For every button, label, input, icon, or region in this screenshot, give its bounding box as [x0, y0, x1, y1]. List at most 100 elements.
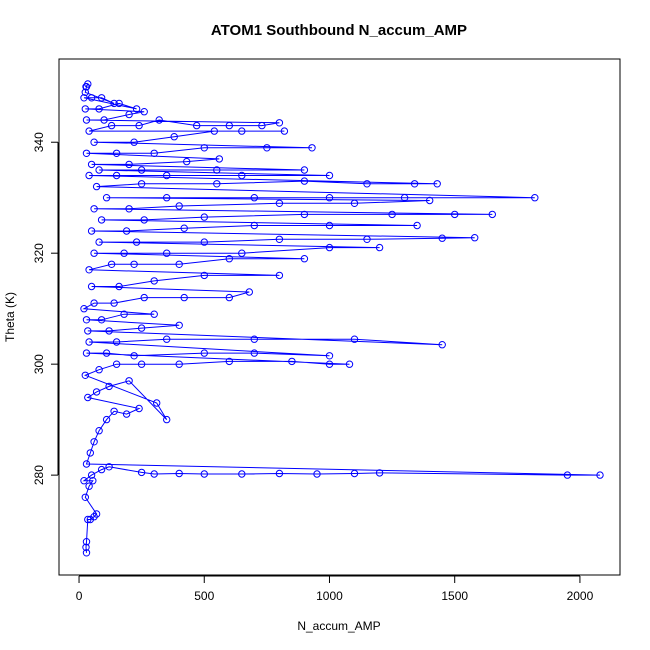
- y-tick-label: 320: [32, 243, 46, 263]
- data-point: [563, 471, 572, 479]
- data-point: [115, 99, 123, 108]
- data-point: [82, 83, 90, 91]
- data-point: [82, 549, 91, 557]
- data-point: [87, 94, 96, 102]
- data-point: [413, 221, 421, 230]
- data-point: [350, 469, 359, 478]
- data-point: [105, 463, 113, 471]
- data-point: [82, 149, 91, 158]
- data-point: [350, 335, 359, 343]
- data-point: [105, 327, 113, 335]
- data-point: [125, 160, 133, 169]
- data-point: [137, 324, 146, 332]
- data-point: [325, 243, 334, 252]
- data-point: [325, 352, 334, 360]
- data-point: [275, 271, 284, 280]
- data-point: [150, 470, 158, 478]
- data-point: [210, 127, 219, 135]
- data-point: [85, 338, 93, 346]
- data-point: [122, 410, 131, 418]
- data-point: [120, 310, 128, 318]
- data-point: [97, 316, 106, 324]
- data-point: [112, 171, 121, 180]
- data-point: [85, 127, 93, 135]
- data-point: [200, 349, 209, 357]
- data-point: [112, 338, 121, 346]
- data-point: [85, 171, 93, 180]
- data-point: [200, 271, 209, 280]
- data-point: [410, 180, 419, 188]
- data-point: [300, 210, 309, 219]
- data-point: [115, 282, 123, 291]
- data-point: [375, 469, 384, 477]
- y-tick-label: 340: [32, 132, 46, 152]
- data-point: [89, 477, 97, 485]
- data-point: [363, 180, 371, 188]
- data-point: [92, 510, 101, 518]
- data-point: [250, 221, 259, 230]
- series-layer: [80, 80, 604, 557]
- data-point: [85, 482, 93, 490]
- data-point: [325, 171, 334, 180]
- data-point: [200, 470, 209, 478]
- data-point: [95, 427, 103, 435]
- data-point: [87, 471, 96, 479]
- data-point: [100, 116, 108, 124]
- data-point: [130, 352, 138, 360]
- data-point: [153, 399, 161, 407]
- data-point: [438, 341, 446, 349]
- data-point: [112, 149, 121, 158]
- data-point: [130, 138, 138, 146]
- data-point: [87, 282, 96, 291]
- data-point: [193, 121, 201, 130]
- data-point: [163, 194, 171, 202]
- data-point: [102, 194, 111, 202]
- data-point: [81, 493, 90, 501]
- data-point: [82, 543, 90, 551]
- data-point: [313, 470, 321, 478]
- data-point: [102, 349, 111, 357]
- data-point: [225, 255, 234, 263]
- plot-frame: [58, 58, 621, 576]
- data-point: [80, 94, 88, 102]
- data-point: [81, 371, 90, 379]
- data-point: [137, 360, 146, 368]
- data-point: [81, 88, 90, 97]
- data-point: [275, 199, 284, 208]
- data-point: [150, 149, 158, 158]
- data-point: [82, 538, 91, 546]
- data-point: [245, 288, 254, 296]
- data-point: [90, 299, 98, 307]
- data-point: [238, 249, 246, 257]
- data-point: [531, 194, 539, 202]
- data-point: [135, 121, 143, 130]
- data-point: [97, 465, 106, 474]
- data-point: [596, 471, 604, 479]
- x-tick-label: 0: [76, 589, 83, 603]
- data-point: [137, 180, 146, 188]
- data-point: [97, 94, 106, 102]
- data-point: [225, 357, 234, 366]
- y-tick-label: 300: [32, 354, 46, 374]
- data-point: [163, 335, 171, 343]
- data-point: [275, 119, 284, 127]
- data-point: [375, 243, 384, 252]
- data-point: [180, 293, 188, 302]
- data-point: [125, 110, 133, 119]
- data-point: [163, 171, 171, 180]
- data-point: [200, 238, 209, 246]
- chart-title: ATOM1 Southbound N_accum_AMP: [211, 22, 467, 39]
- data-point: [150, 310, 158, 318]
- data-point: [308, 144, 316, 152]
- series-line: [82, 83, 601, 553]
- data-point: [105, 382, 113, 391]
- data-point: [82, 349, 91, 357]
- data-point: [275, 469, 284, 478]
- data-point: [175, 260, 183, 268]
- data-point: [400, 194, 409, 202]
- data-point: [163, 415, 171, 424]
- data-point: [258, 121, 266, 130]
- data-point: [95, 166, 103, 174]
- data-point: [84, 327, 92, 335]
